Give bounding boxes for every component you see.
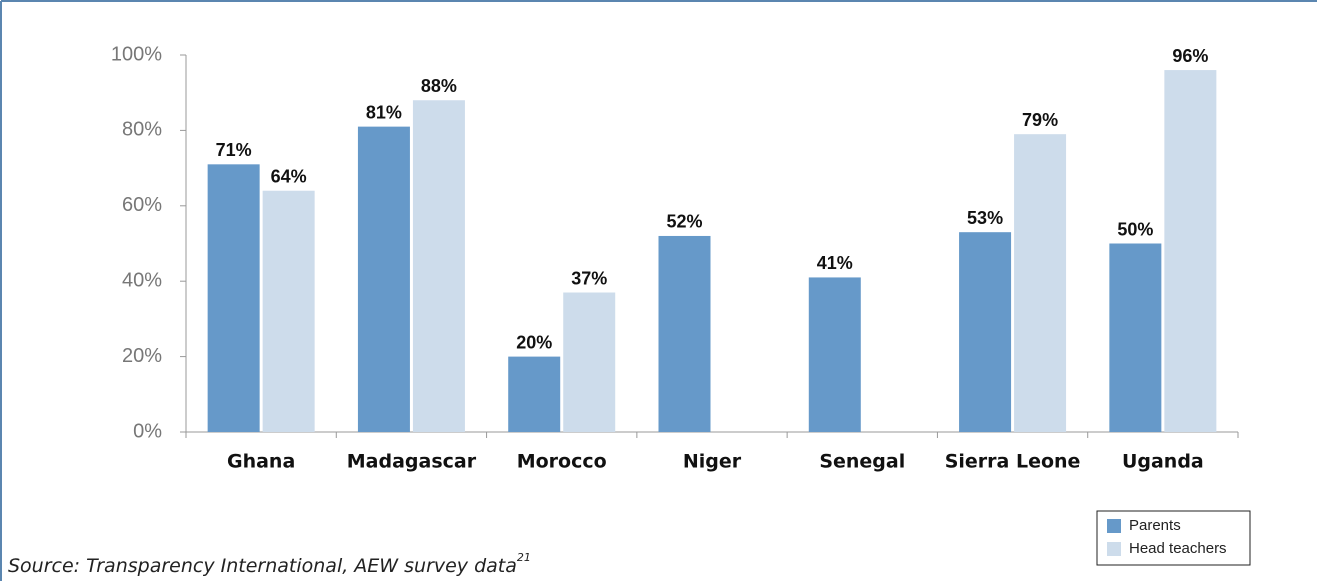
bar xyxy=(658,235,711,432)
legend-box xyxy=(1096,510,1251,566)
value-label: 52% xyxy=(666,212,702,232)
bar xyxy=(262,190,315,432)
value-label: 41% xyxy=(817,253,853,273)
value-label: 64% xyxy=(271,166,307,186)
value-label: 53% xyxy=(967,208,1003,228)
source-text: Source: Transparency International, AEW … xyxy=(8,555,517,577)
value-label: 20% xyxy=(516,332,552,352)
x-tick-label: Madagascar xyxy=(347,451,477,473)
bar xyxy=(357,126,410,432)
y-tick-label: 60% xyxy=(122,194,162,216)
source-ref: 21 xyxy=(517,551,531,564)
y-tick-label: 80% xyxy=(122,119,162,141)
x-tick-label: Morocco xyxy=(517,451,607,473)
y-tick-label: 0% xyxy=(133,420,162,442)
value-label: 79% xyxy=(1022,110,1058,130)
legend-swatch xyxy=(1107,519,1121,533)
bar xyxy=(412,100,465,433)
value-label: 96% xyxy=(1172,46,1208,66)
value-label: 50% xyxy=(1117,219,1153,239)
bar xyxy=(1014,134,1067,433)
bar xyxy=(508,356,561,432)
source: Source: Transparency International, AEW … xyxy=(8,551,531,577)
y-tick-label: 40% xyxy=(122,269,162,291)
x-tick-label: Uganda xyxy=(1122,451,1204,473)
legend-label: Parents xyxy=(1129,517,1181,534)
value-label: 37% xyxy=(571,268,607,288)
y-tick-label: 20% xyxy=(122,345,162,367)
x-tick-label: Ghana xyxy=(227,451,295,473)
value-label: 88% xyxy=(421,76,457,96)
bar xyxy=(959,232,1012,432)
bar xyxy=(1109,243,1162,432)
x-tick-label: Sierra Leone xyxy=(945,451,1081,473)
x-tick-label: Niger xyxy=(683,451,742,473)
bar xyxy=(1164,70,1217,432)
legend-swatch xyxy=(1107,542,1121,556)
legend-label: Head teachers xyxy=(1129,540,1227,557)
bar xyxy=(207,164,260,432)
x-tick-label: Senegal xyxy=(819,451,905,473)
bar xyxy=(808,277,861,432)
y-tick-label: 100% xyxy=(111,43,162,65)
bar xyxy=(563,292,616,432)
value-label: 71% xyxy=(216,140,252,160)
value-label: 81% xyxy=(366,102,402,122)
